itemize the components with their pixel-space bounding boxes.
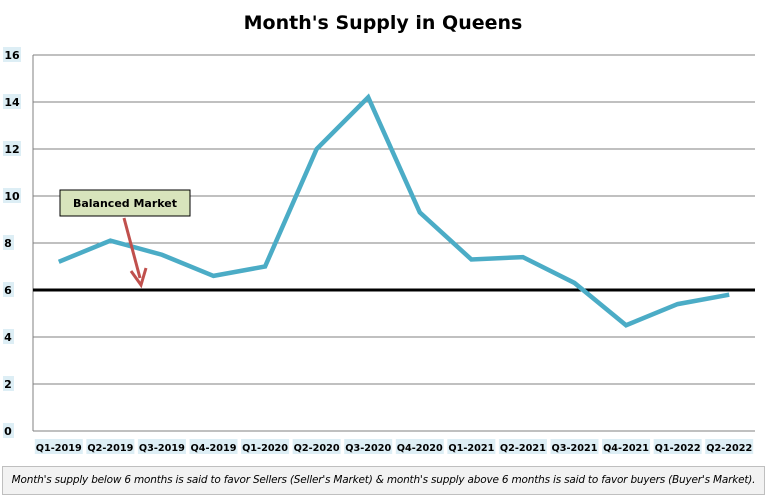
y-tick-bg — [3, 141, 21, 156]
y-tick-label: 0 — [4, 425, 12, 438]
annotation-box — [59, 189, 191, 217]
y-tick-label: 14 — [4, 96, 20, 109]
y-tick-bg — [3, 376, 14, 391]
y-tick-label: 2 — [4, 378, 12, 391]
y-tick-bg — [3, 329, 14, 344]
x-tick-label: Q3-2021 — [552, 443, 598, 454]
x-tick-bg — [344, 439, 393, 454]
y-tick-label: 10 — [4, 190, 20, 203]
x-tick-bg — [653, 439, 702, 454]
x-tick-label: Q3-2019 — [139, 443, 185, 454]
x-tick-bg — [241, 439, 290, 454]
y-tick-bg — [3, 423, 14, 438]
x-tick-label: Q1-2022 — [655, 443, 701, 454]
x-tick-label: Q2-2019 — [87, 443, 133, 454]
x-tick-bg — [34, 439, 83, 454]
y-tick-bg — [3, 47, 21, 62]
footer-note: Month's supply below 6 months is said to… — [2, 466, 765, 495]
x-tick-bg — [292, 439, 341, 454]
y-tick-label: 6 — [4, 284, 12, 297]
x-tick-bg — [498, 439, 547, 454]
y-tick-bg — [3, 235, 14, 250]
series-line — [57, 93, 730, 328]
y-tick-bg — [3, 94, 21, 109]
y-tick-bg — [3, 188, 21, 203]
x-tick-label: Q2-2020 — [294, 443, 340, 454]
annotation-label: Balanced Market — [73, 197, 177, 210]
x-tick-label: Q3-2020 — [345, 443, 391, 454]
annotation-arrowhead — [129, 267, 148, 289]
x-tick-label: Q2-2022 — [706, 443, 752, 454]
y-tick-bg — [3, 282, 14, 297]
x-tick-bg — [447, 439, 496, 454]
x-tick-label: Q4-2021 — [603, 443, 649, 454]
x-tick-label: Q1-2020 — [242, 443, 288, 454]
x-tick-bg — [550, 439, 599, 454]
annotation-arrow — [122, 217, 142, 279]
x-tick-label: Q4-2020 — [397, 443, 443, 454]
x-tick-bg — [189, 439, 238, 454]
x-tick-label: Q2-2021 — [500, 443, 546, 454]
line-chart: Month's Supply in Queens 0 2 4 6 8 10 12 14 16 Q… — [3, 12, 755, 454]
y-tick-label: 8 — [4, 237, 12, 250]
y-tick-label: 12 — [4, 143, 19, 156]
y-tick-label: 4 — [4, 331, 12, 344]
x-tick-label: Q1-2019 — [36, 443, 82, 454]
y-tick-label: 16 — [4, 49, 20, 62]
x-tick-label: Q4-2019 — [191, 443, 237, 454]
chart-title: Month's Supply in Queens — [244, 12, 523, 34]
x-tick-bg — [86, 439, 135, 454]
x-tick-bg — [602, 439, 651, 454]
x-tick-bg — [395, 439, 444, 454]
x-tick-label: Q1-2021 — [448, 443, 494, 454]
x-tick-bg — [137, 439, 186, 454]
x-tick-bg — [705, 439, 754, 454]
